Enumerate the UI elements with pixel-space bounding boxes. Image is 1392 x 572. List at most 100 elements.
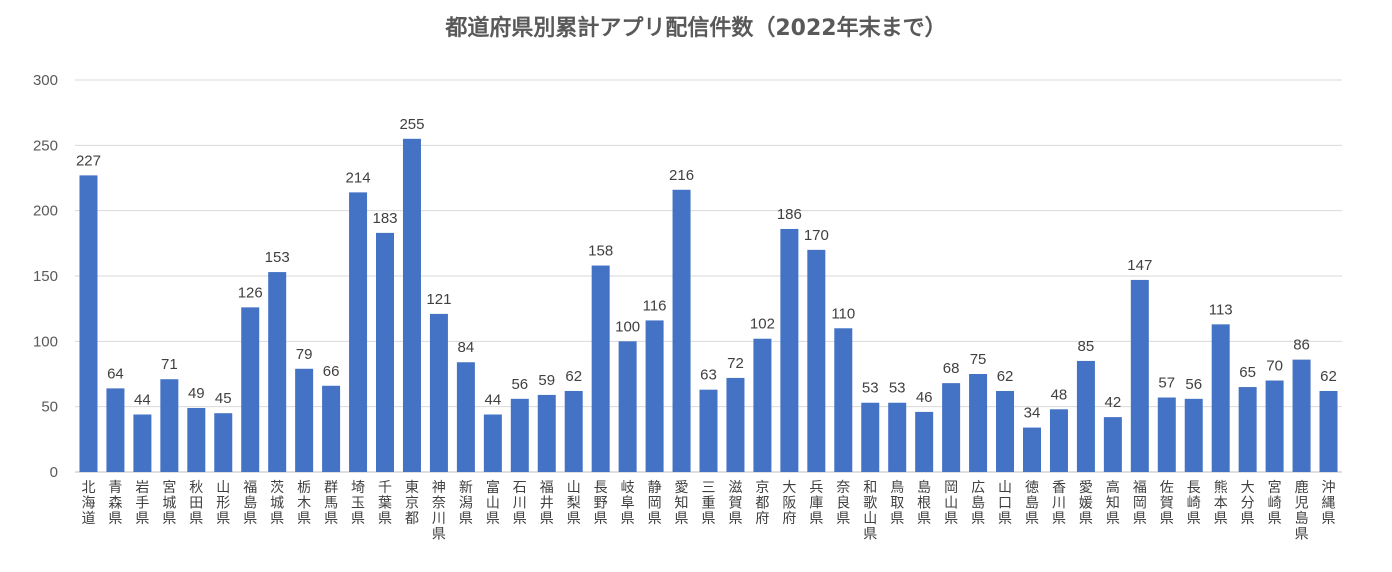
data-label: 70 [1266,358,1283,375]
data-label: 44 [134,392,151,409]
x-tick-label: 兵庫県 [809,480,823,527]
bar [537,394,556,472]
x-tick-label: 埼玉県 [351,480,365,527]
x-tick-label: 秋田県 [189,480,203,527]
data-label: 116 [643,297,667,314]
bar [1103,417,1122,472]
y-tick-label: 100 [33,333,58,350]
data-label: 186 [777,206,802,223]
data-label: 170 [804,227,829,244]
x-tick-label: 宮崎県 [1268,480,1282,527]
x-tick-label: 宮城県 [162,480,176,527]
y-tick-label: 300 [33,72,58,89]
x-tick-label: 静岡県 [648,480,662,527]
data-label: 56 [511,376,528,393]
data-label: 64 [107,365,124,382]
x-tick-label: 新潟県 [459,480,473,527]
data-label: 68 [943,360,960,377]
data-label: 46 [916,389,933,406]
data-label: 62 [997,368,1014,385]
bar [349,192,368,472]
x-tick-label: 千葉県 [378,480,392,527]
bar [645,320,664,472]
data-label: 216 [669,167,694,184]
x-tick-label: 群馬県 [324,480,338,527]
data-label: 110 [831,305,855,322]
data-label: 44 [484,392,501,409]
data-label: 79 [296,346,313,363]
y-tick-label: 200 [33,203,58,220]
data-label: 227 [76,152,101,169]
x-tick-label: 富山県 [486,479,500,527]
data-label: 72 [727,355,744,372]
bar [1292,359,1311,472]
bar [726,377,745,472]
bar [1211,324,1230,472]
y-tick-label: 150 [33,268,58,285]
data-label: 158 [588,243,613,260]
bar [402,138,421,473]
x-tick-label: 長崎県 [1187,480,1201,527]
bar [753,338,772,472]
x-tick-label: 福島県 [243,480,257,527]
x-tick-label: 大分県 [1241,480,1255,527]
bar [1049,409,1068,472]
bar [322,385,341,472]
bar [591,265,610,472]
data-label: 183 [372,210,397,227]
x-tick-label: 三重県 [702,480,716,527]
x-tick-label: 岡山県 [944,480,958,527]
data-label: 56 [1185,376,1202,393]
bar [672,189,691,472]
y-tick-label: 0 [50,464,58,481]
x-tick-label: 東京都 [405,480,419,527]
x-tick-label: 島根県 [917,480,931,527]
x-tick-label: 福井県 [540,480,554,527]
data-label: 147 [1127,257,1152,274]
y-tick-label: 250 [33,137,58,154]
x-tick-label: 鹿児島県 [1295,479,1309,543]
data-label: 71 [161,356,178,373]
x-tick-label: 高知県 [1106,479,1120,527]
x-tick-label: 徳島県 [1025,480,1039,527]
data-label: 66 [323,363,340,380]
data-label: 84 [458,339,475,356]
x-tick-label: 奈良県 [836,480,850,527]
bar [1184,398,1203,472]
bar [996,390,1015,472]
data-label: 100 [615,318,640,335]
data-label: 126 [238,284,263,301]
data-label: 49 [188,385,205,402]
data-label: 59 [538,372,555,389]
data-label: 53 [889,380,906,397]
data-label: 86 [1293,337,1310,354]
x-tick-label: 山梨県 [567,480,581,527]
bar [834,328,853,472]
data-label: 85 [1078,338,1095,355]
bar [187,407,206,472]
bar [133,414,152,472]
x-tick-label: 岩手県 [135,480,149,527]
data-label: 113 [1209,301,1233,318]
x-tick-label: 熊本県 [1214,480,1228,527]
bar [429,313,448,472]
bar [1319,390,1338,472]
bar [942,383,961,472]
bar [483,414,502,472]
x-tick-label: 北海道 [81,480,95,527]
bar [214,413,233,472]
bar [915,411,934,472]
bar [295,368,314,472]
bar [268,272,287,472]
bar [1076,360,1095,472]
data-label: 153 [265,249,290,266]
x-tick-label: 鳥取県 [890,480,904,527]
bar [618,341,637,472]
x-tick-label: 栃木県 [297,480,311,527]
data-label: 75 [970,351,987,368]
bar [1022,427,1041,472]
chart-title: 都道府県別累計アプリ配信件数（2022年末まで） [445,16,947,41]
x-tick-label: 石川県 [513,480,527,527]
x-tick-label: 神奈川県 [432,480,446,543]
